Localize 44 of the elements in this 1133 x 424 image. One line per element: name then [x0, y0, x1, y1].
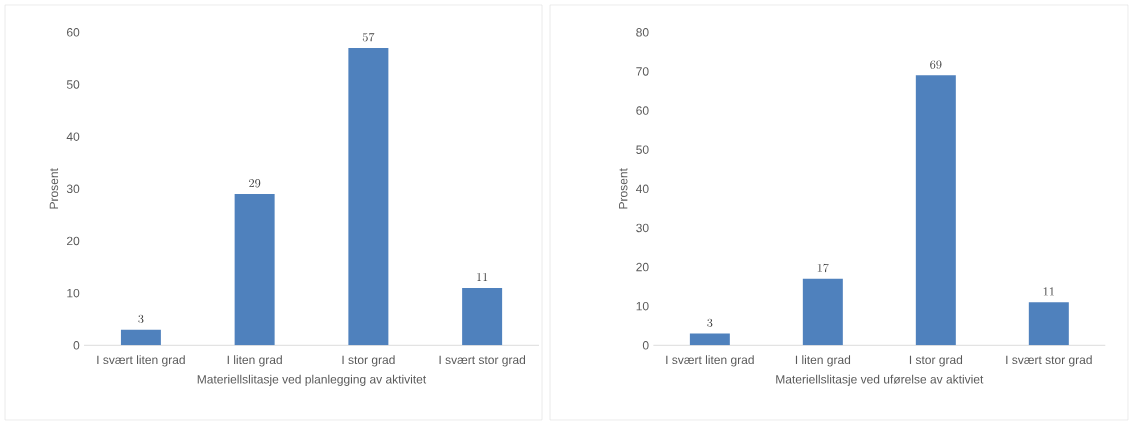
- x-tick-label: I liten grad: [795, 355, 851, 367]
- data-label: 17: [817, 263, 829, 273]
- y-tick-label: 20: [67, 236, 80, 246]
- y-tick-label: 20: [636, 262, 649, 272]
- y-tick-label: 40: [66, 132, 80, 141]
- y-tick-label: 80: [636, 28, 649, 37]
- y-axis-title: Prosent: [619, 168, 628, 209]
- x-tick-label: I svært stor grad: [1006, 355, 1092, 367]
- bar: [915, 75, 956, 346]
- data-label: 3: [138, 314, 144, 324]
- data-label: 57: [362, 32, 375, 42]
- y-tick-label: 70: [636, 67, 649, 76]
- bar: [462, 287, 503, 346]
- bar: [1028, 302, 1069, 346]
- bar: [348, 47, 389, 346]
- bar: [234, 194, 275, 346]
- y-tick-label: 40: [635, 184, 649, 194]
- bar: [802, 278, 843, 346]
- bar: [120, 329, 161, 346]
- data-label: 11: [477, 273, 488, 282]
- x-tick-label: I svært liten grad: [666, 355, 754, 367]
- y-tick-label: 10: [67, 288, 80, 298]
- data-label: 11: [1043, 287, 1054, 296]
- y-tick-label: 50: [636, 145, 649, 154]
- y-tick-label: 60: [67, 28, 80, 37]
- y-tick-label: 50: [66, 80, 80, 89]
- y-tick-label: 10: [636, 301, 649, 311]
- y-tick-label: 60: [636, 106, 649, 115]
- data-label: 3: [707, 318, 713, 327]
- x-tick-label: I stor grad: [909, 355, 963, 367]
- x-tick-label: I svært stor grad: [439, 355, 526, 367]
- y-tick-label: 30: [66, 184, 80, 194]
- data-label: 69: [930, 60, 942, 69]
- x-tick-label: I stor grad: [342, 355, 395, 367]
- y-axis-title: Prosent: [49, 168, 59, 209]
- bar: [689, 333, 730, 346]
- y-tick-label: 30: [636, 223, 649, 233]
- x-axis-title: Materiellslitasje ved planlegging av aktivitet: [197, 374, 427, 386]
- x-tick-label: I liten grad: [227, 355, 282, 367]
- x-axis-title: Materiellslitasje ved uførelse av aktiviet: [776, 374, 984, 386]
- y-tick-label: 0: [73, 341, 80, 350]
- x-tick-label: I svært liten grad: [97, 355, 185, 367]
- data-label: 29: [249, 179, 261, 188]
- y-tick-label: 0: [642, 341, 649, 350]
